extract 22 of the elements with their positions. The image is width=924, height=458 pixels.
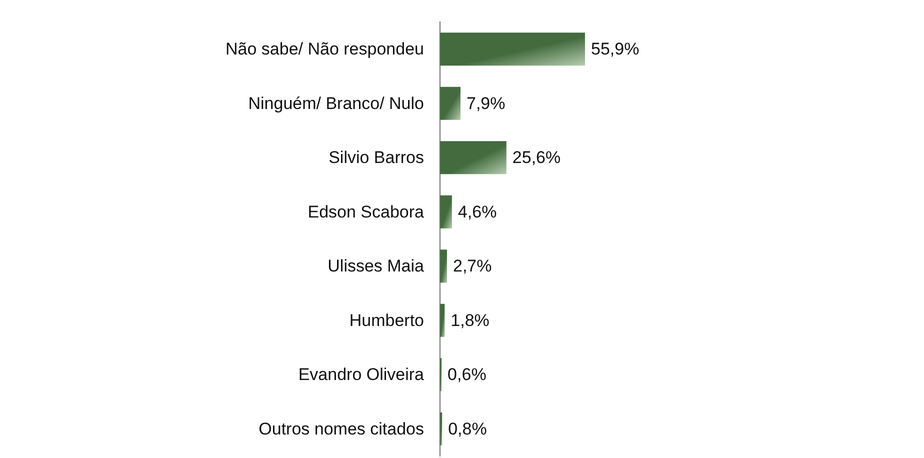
y-tick-label: Evandro Oliveira	[298, 365, 425, 384]
y-tick-label: Outros nomes citados	[258, 419, 424, 438]
y-tick-label: Ulisses Maia	[328, 256, 425, 276]
data-label: 1,8%	[450, 310, 490, 330]
y-tick-label: Ninguém/ Branco/ Nulo	[248, 94, 424, 113]
bar	[440, 32, 585, 66]
bar	[440, 304, 445, 337]
data-label: 0,6%	[448, 365, 486, 384]
y-tick-label: Silvio Barros	[328, 148, 424, 168]
data-label: 25,6%	[512, 148, 561, 168]
y-tick-label: Não sabe/ Não respondeu	[226, 40, 424, 59]
y-tick-label: Edson Scabora	[308, 202, 425, 222]
bar	[440, 195, 452, 228]
bar	[440, 250, 448, 283]
data-label: 7,9%	[466, 94, 506, 113]
data-label: 0,8%	[448, 419, 487, 438]
bar	[440, 86, 460, 120]
data-label: 4,6%	[458, 202, 497, 222]
data-label: 2,7%	[453, 256, 492, 276]
y-tick-label: Humberto	[349, 310, 424, 330]
bar	[440, 141, 506, 174]
data-label: 55,9%	[591, 40, 640, 59]
